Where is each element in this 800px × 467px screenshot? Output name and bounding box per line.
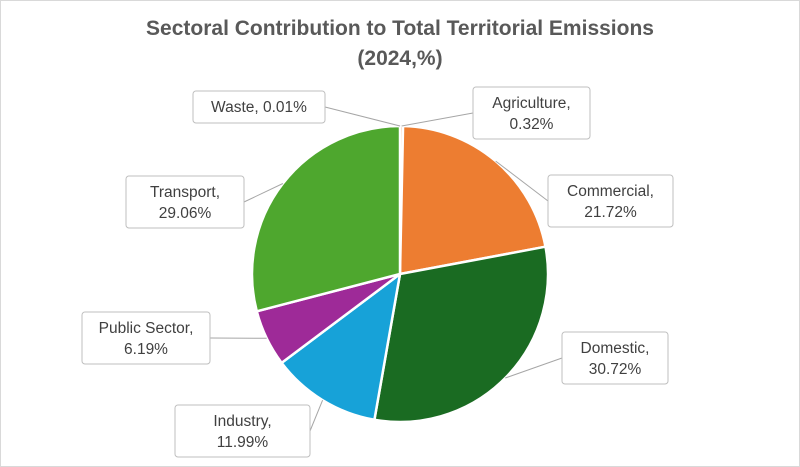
chart-title: Sectoral Contribution to Total Territori… <box>0 14 800 74</box>
data-label-box-public-sector <box>81 311 211 365</box>
leader-line-commercial <box>495 160 549 202</box>
data-label-industry-value: 11.99% <box>217 434 269 451</box>
chart-subtitle: (2024,%) <box>357 47 443 70</box>
data-label-commercial-value: 21.72% <box>584 204 637 221</box>
data-label-agriculture-text: Agriculture, <box>492 95 570 112</box>
data-label-box-waste <box>192 90 326 124</box>
chart-title-text: Sectoral Contribution to Total Territori… <box>146 17 654 40</box>
data-label-box-commercial <box>547 174 674 228</box>
pie-slice-domestic <box>373 245 550 424</box>
pie-slice-transport <box>250 124 402 313</box>
data-label-transport-text: Transport, <box>150 184 220 201</box>
data-label-box-industry <box>174 404 311 458</box>
leader-line-waste <box>324 106 401 127</box>
leader-line-domestic <box>505 357 563 379</box>
leader-line-industry <box>309 399 324 432</box>
data-label-public-sector-text: Public Sector, <box>99 320 194 337</box>
data-label-box-domestic <box>561 331 669 385</box>
data-label-box-transport <box>125 175 245 229</box>
pie-slice-commercial <box>398 124 547 276</box>
data-label-industry-text: Industry, <box>213 413 271 430</box>
data-label-waste-text: Waste, 0.01% <box>211 99 307 116</box>
data-label-transport-value: 29.06% <box>159 205 212 222</box>
data-label-domestic-text: Domestic, <box>581 340 650 357</box>
data-label-commercial-text: Commercial, <box>567 183 654 200</box>
data-label-box-agriculture <box>472 86 591 140</box>
data-label-agriculture-value: 0.32% <box>510 116 554 133</box>
pie-slice-industry <box>280 272 402 422</box>
data-label-public-sector-value: 6.19% <box>124 341 168 358</box>
data-label-domestic-value: 30.72% <box>589 361 642 378</box>
leader-line-transport <box>243 183 284 203</box>
leader-line-agriculture <box>401 112 474 127</box>
